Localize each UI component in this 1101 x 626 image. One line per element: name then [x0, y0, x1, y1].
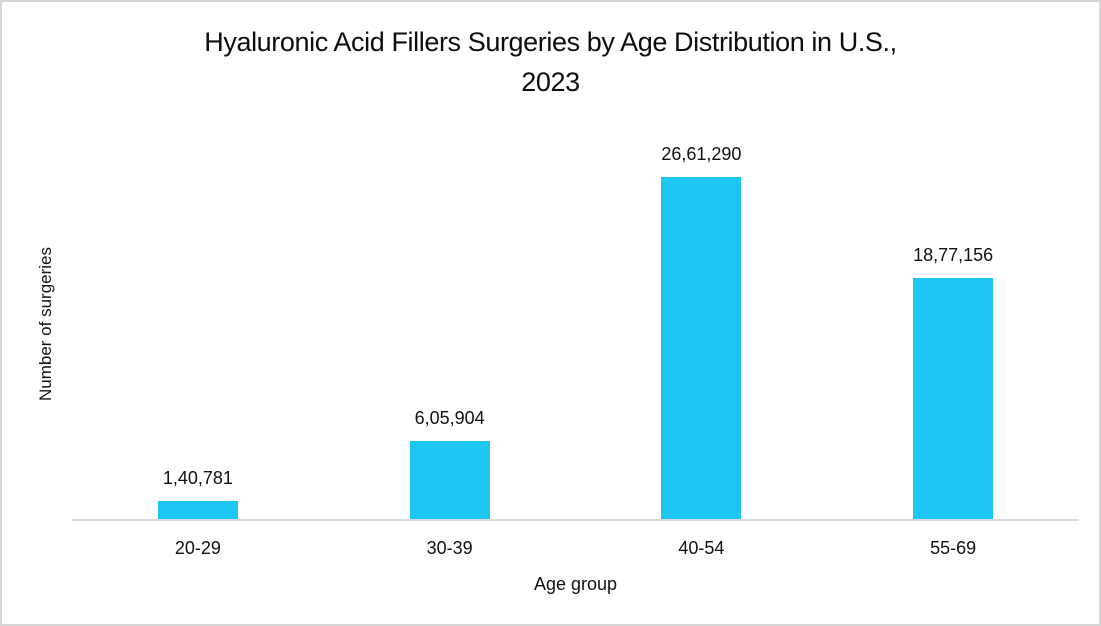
bar-group: 26,61,290: [576, 117, 828, 519]
x-axis-ticks: 20-29 30-39 40-54 55-69: [72, 523, 1079, 559]
y-axis-title: Number of surgeries: [36, 246, 55, 402]
bar-group: 1,40,781: [72, 117, 324, 519]
x-tick-label: 20-29: [174, 538, 221, 558]
x-tick-label: 55-69: [930, 538, 977, 558]
chart-title-line2: 2023: [521, 67, 580, 97]
bar-group: 6,05,904: [324, 117, 576, 519]
bar: [409, 441, 490, 519]
bar: [157, 501, 238, 519]
value-label: 6,05,904: [414, 408, 485, 428]
value-label: 1,40,781: [162, 468, 233, 488]
chart-title: Hyaluronic Acid Fillers Surgeries by Age…: [2, 22, 1099, 102]
x-tick-label: 40-54: [678, 538, 725, 558]
chart-title-line1: Hyaluronic Acid Fillers Surgeries by Age…: [204, 27, 897, 57]
plot-area: 1,40,781 6,05,904 26,61,290 18,77,156: [72, 117, 1079, 521]
bar-group: 18,77,156: [827, 117, 1079, 519]
bar: [661, 177, 742, 519]
value-label: 18,77,156: [913, 245, 994, 265]
x-axis-title: Age group: [533, 574, 618, 594]
value-label: 26,61,290: [661, 144, 742, 164]
bar: [913, 278, 994, 519]
x-tick-label: 30-39: [426, 538, 473, 558]
